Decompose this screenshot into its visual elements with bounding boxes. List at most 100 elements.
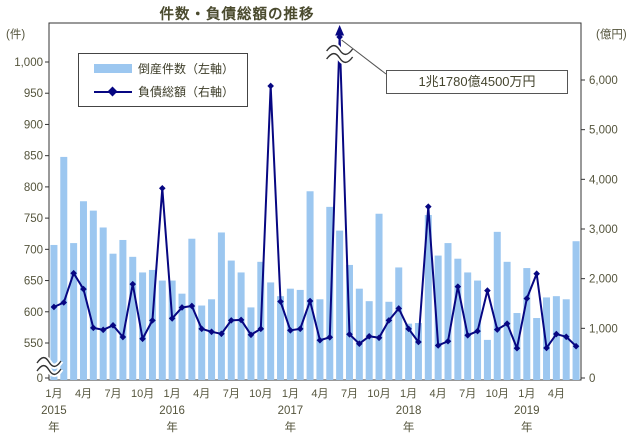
bar	[365, 301, 373, 380]
line-point-marker	[306, 297, 314, 305]
svg-text:3,000: 3,000	[589, 224, 618, 236]
line-point-marker	[493, 326, 501, 333]
line-point-marker	[454, 283, 462, 290]
svg-text:2018: 2018	[396, 405, 422, 417]
line-point-marker	[474, 327, 481, 335]
svg-text:1月: 1月	[518, 388, 535, 400]
svg-text:7月: 7月	[223, 388, 240, 400]
svg-text:年: 年	[521, 420, 533, 434]
bar	[296, 289, 304, 380]
svg-text:7月: 7月	[104, 388, 121, 400]
line-point-marker	[326, 333, 334, 341]
axis-break-icon	[36, 364, 62, 376]
bar	[454, 258, 462, 380]
svg-text:550: 550	[24, 338, 43, 350]
bar	[89, 210, 97, 380]
line-point-marker	[218, 330, 225, 338]
bar	[158, 280, 166, 380]
line-point-marker	[139, 335, 146, 343]
line-point-marker	[484, 287, 491, 294]
line-point-marker	[385, 317, 393, 324]
svg-text:1月: 1月	[45, 388, 62, 400]
line-point-marker	[375, 334, 383, 342]
svg-text:950: 950	[24, 88, 43, 100]
line-point-marker	[434, 342, 442, 349]
annotation-peak-liabilities: 1兆1780億4500万円	[386, 70, 568, 94]
plot-border	[48, 22, 582, 381]
bar	[552, 296, 560, 380]
bar	[188, 238, 196, 380]
svg-text:年: 年	[166, 420, 178, 434]
bar	[355, 288, 363, 380]
svg-text:10月: 10月	[367, 388, 390, 400]
line-point-marker	[149, 317, 156, 324]
bar	[168, 280, 176, 380]
svg-text:年: 年	[403, 420, 415, 434]
bar	[99, 227, 107, 380]
axis-break-icon	[326, 44, 354, 56]
svg-text:1月: 1月	[400, 388, 417, 400]
line-point-marker	[109, 322, 117, 329]
bar	[405, 323, 413, 380]
line-point-marker	[178, 304, 186, 311]
line-point-marker	[257, 325, 265, 333]
line-point-marker	[237, 316, 245, 324]
diamond-marker-icon	[107, 86, 118, 96]
bar	[70, 243, 78, 380]
bar	[208, 299, 216, 380]
bar	[424, 214, 432, 380]
line-point-marker	[513, 344, 521, 352]
svg-text:5,000: 5,000	[589, 125, 618, 137]
bar	[129, 256, 137, 380]
svg-text:750: 750	[24, 213, 43, 225]
svg-text:10月: 10月	[249, 388, 272, 400]
svg-text:7月: 7月	[459, 388, 476, 400]
bar	[572, 241, 580, 380]
line-point-marker	[277, 298, 284, 305]
bar	[395, 267, 403, 380]
svg-text:年: 年	[48, 420, 60, 434]
line-point-marker	[227, 317, 235, 324]
svg-text:6,000: 6,000	[589, 75, 618, 87]
svg-text:4,000: 4,000	[589, 174, 618, 186]
line-point-marker	[356, 340, 363, 348]
bar	[217, 232, 225, 380]
line-point-marker	[90, 324, 97, 332]
svg-text:700: 700	[24, 244, 43, 256]
svg-text:1,000: 1,000	[589, 323, 618, 335]
svg-text:4月: 4月	[193, 388, 210, 400]
legend-item-bars: 倒産件数（左軸）	[94, 60, 247, 77]
bar	[375, 213, 383, 380]
line-point-marker	[247, 331, 255, 339]
line-point-marker	[365, 332, 373, 340]
line-point-marker	[60, 299, 68, 306]
axis-break-icon	[326, 52, 354, 64]
bar	[414, 323, 422, 380]
line-point-marker	[129, 280, 137, 288]
bar	[178, 293, 186, 380]
bar	[119, 239, 127, 380]
svg-text:4月: 4月	[430, 388, 447, 400]
svg-text:4月: 4月	[311, 388, 328, 400]
bar	[385, 301, 393, 380]
line-point-marker	[158, 184, 166, 192]
left-axis-unit-label: (件)	[6, 29, 26, 41]
left-axis-ticks: 1,000 950 900 850 800 750 700 650 600 550 0	[14, 57, 49, 385]
svg-text:2016: 2016	[159, 405, 185, 417]
bar	[493, 231, 501, 380]
bar	[306, 191, 314, 380]
bar	[267, 282, 275, 380]
svg-text:2019: 2019	[514, 405, 540, 417]
bar	[483, 339, 491, 380]
bar	[237, 272, 245, 380]
line-point-marker	[316, 336, 324, 344]
bar	[198, 305, 206, 380]
bar	[247, 307, 255, 380]
bars-series	[50, 156, 580, 380]
bar	[139, 272, 147, 380]
x-axis-labels: 1月 4月 7月 10月 1月 4月 7月 10月 1月 4月 7月 10月 1月 4月 7月 10月 1月 4月…	[41, 388, 565, 434]
bar	[444, 243, 452, 380]
bar	[434, 255, 442, 380]
line-point-marker	[562, 333, 570, 341]
